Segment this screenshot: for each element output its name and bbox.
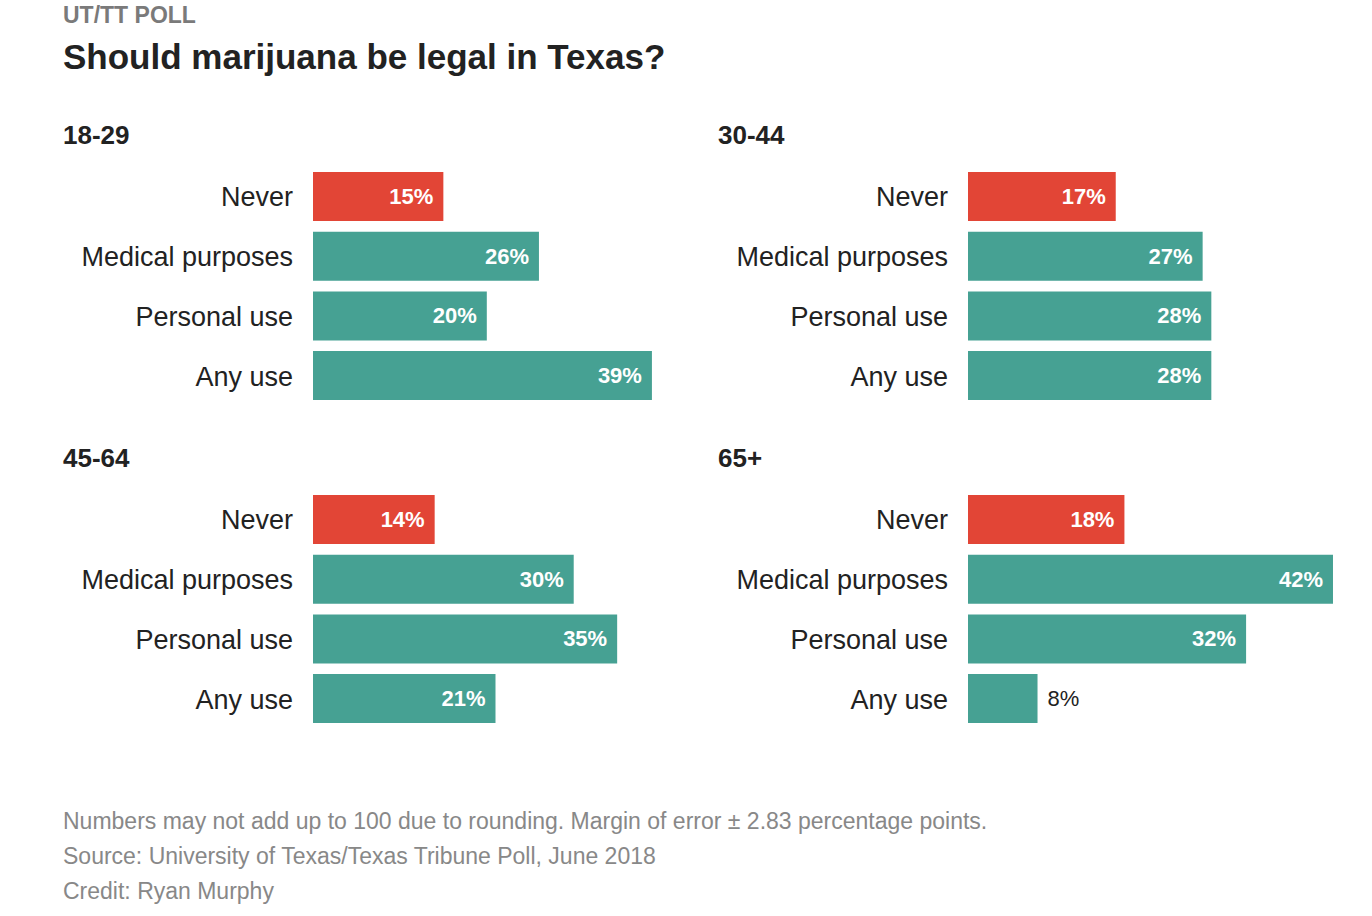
svg-text:Any use: Any use	[195, 685, 293, 715]
svg-text:8%: 8%	[1048, 686, 1080, 711]
svg-text:Any use: Any use	[850, 362, 948, 392]
html-text:65+: 65+	[718, 443, 763, 473]
svg-text:Never: Never	[221, 182, 293, 212]
svg-text:27%: 27%	[1149, 244, 1193, 269]
svg-text:Any use: Any use	[195, 362, 293, 392]
html-text:Should marijuana be legal in T: Should marijuana be legal in Texas?	[63, 37, 666, 76]
svg-text:26%: 26%	[485, 244, 529, 269]
svg-text:14%: 14%	[381, 507, 425, 532]
svg-text:Never: Never	[876, 182, 948, 212]
svg-text:Personal use: Personal use	[790, 302, 948, 332]
svg-text:39%: 39%	[598, 363, 642, 388]
html-text:Numbers may not add up to 100: Numbers may not add up to 100 due to rou…	[63, 808, 988, 834]
svg-text:Never: Never	[221, 505, 293, 535]
svg-text:28%: 28%	[1157, 363, 1201, 388]
svg-text:Personal use: Personal use	[135, 302, 293, 332]
svg-text:Medical purposes: Medical purposes	[82, 565, 294, 595]
svg-text:17%: 17%	[1062, 184, 1106, 209]
svg-text:Personal use: Personal use	[790, 625, 948, 655]
svg-text:15%: 15%	[389, 184, 433, 209]
html-text:Credit: Ryan Murphy: Credit: Ryan Murphy	[63, 878, 274, 904]
svg-text:Medical purposes: Medical purposes	[82, 242, 294, 272]
svg-text:18%: 18%	[1070, 507, 1114, 532]
svg-text:Any use: Any use	[850, 685, 948, 715]
svg-text:28%: 28%	[1157, 303, 1201, 328]
svg-text:21%: 21%	[441, 686, 485, 711]
svg-text:32%: 32%	[1192, 626, 1236, 651]
html-text:UT/TT POLL: UT/TT POLL	[63, 2, 196, 28]
svg-text:Personal use: Personal use	[135, 625, 293, 655]
html-text:18-29: 18-29	[63, 120, 130, 150]
svg-text:Medical purposes: Medical purposes	[737, 242, 949, 272]
svg-text:Never: Never	[876, 505, 948, 535]
svg-text:30%: 30%	[520, 567, 564, 592]
html-text:45-64: 45-64	[63, 443, 130, 473]
svg-text:42%: 42%	[1279, 567, 1323, 592]
svg-text:35%: 35%	[563, 626, 607, 651]
svg-text:20%: 20%	[433, 303, 477, 328]
html-text:30-44: 30-44	[718, 120, 785, 150]
html-text:Source: University of Texas/Te: Source: University of Texas/Texas Tribun…	[63, 843, 656, 869]
svg-text:Medical purposes: Medical purposes	[737, 565, 949, 595]
